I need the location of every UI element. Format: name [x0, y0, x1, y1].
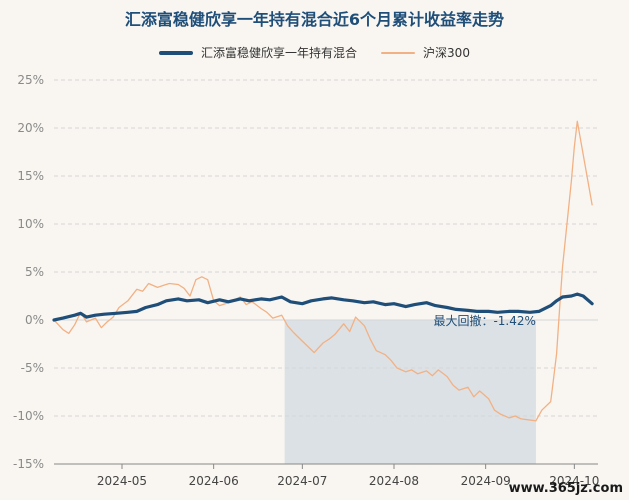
y-tick-label: 25%: [17, 73, 44, 87]
legend-item-csi300[interactable]: 沪深300: [381, 44, 470, 61]
series-lines: [52, 120, 594, 422]
x-tick-label: 2024-07: [277, 474, 327, 488]
annotations: 最大回撤：-1.42%: [433, 313, 535, 328]
drawdown-shade-rect: [284, 320, 536, 464]
site-watermark: www.365jz.com: [508, 481, 623, 496]
max-drawdown-label: 最大回撤：-1.42%: [433, 313, 535, 328]
x-tick-label: 2024-10: [549, 474, 599, 488]
chart-legend: 汇添富稳健欣享一年持有混合 沪深300: [0, 44, 629, 61]
legend-swatch-csi300: [381, 51, 416, 54]
series-line-fund: [52, 292, 594, 322]
x-tick-label: 2024-08: [369, 474, 419, 488]
y-tick-label: 0%: [25, 313, 44, 327]
legend-item-fund[interactable]: 汇添富稳健欣享一年持有混合: [159, 44, 357, 61]
y-tick-label: 15%: [17, 169, 44, 183]
series-line-csi300: [53, 120, 593, 422]
x-tick-label: 2024-09: [461, 474, 511, 488]
legend-label-csi300: 沪深300: [423, 46, 470, 60]
y-tick-label: -5%: [21, 361, 44, 375]
axes: 25% 20% 15% 10% 5% 0% -5% -10% -15% 2024-05 2024-0…: [13, 73, 599, 488]
y-tick-label: -15%: [13, 457, 44, 471]
chart-title: 汇添富稳健欣享一年持有混合近6个月累计收益率走势: [124, 10, 505, 29]
drawdown-shading: [284, 320, 536, 464]
legend-swatch-fund: [159, 50, 194, 55]
x-tick-label: 2024-06: [189, 474, 239, 488]
grid-lines: [54, 79, 598, 465]
y-tick-label: 20%: [17, 121, 44, 135]
y-tick-label: -10%: [13, 409, 44, 423]
y-tick-label: 5%: [25, 265, 44, 279]
y-tick-label: 10%: [17, 217, 44, 231]
x-tick-label: 2024-05: [97, 474, 147, 488]
legend-label-fund: 汇添富稳健欣享一年持有混合: [201, 46, 358, 60]
